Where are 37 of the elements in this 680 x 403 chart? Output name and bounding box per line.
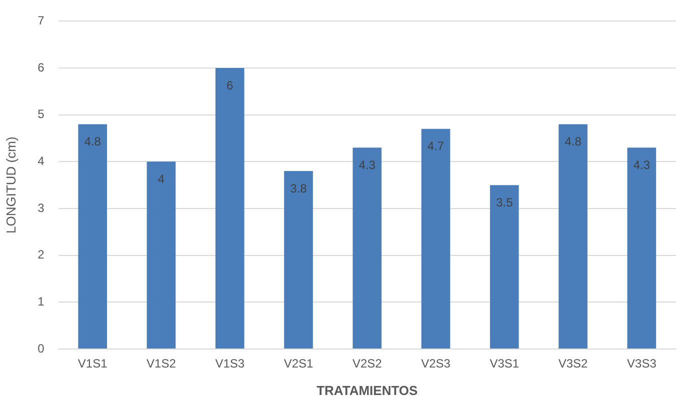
y-tick-label: 1 (38, 294, 45, 308)
x-tick-label: V3S1 (490, 356, 520, 371)
data-label: 4 (158, 172, 165, 186)
y-tick-label: 3 (38, 200, 45, 215)
data-label: 3.5 (496, 195, 514, 210)
bar (352, 148, 382, 348)
y-tick-label: 5 (38, 107, 45, 122)
x-tick-label: V3S3 (627, 356, 657, 371)
x-tick-label: V3S2 (558, 356, 588, 371)
y-axis-title: LONGITUD (cm) (3, 136, 18, 234)
data-label: 4.7 (427, 139, 444, 154)
bar (421, 128, 450, 348)
data-label: 3.8 (290, 181, 308, 196)
x-tick-label: V1S1 (78, 356, 108, 371)
bar (627, 148, 656, 348)
x-tick-label: V2S1 (284, 356, 314, 371)
x-axis-title: TRATAMIENTOS (316, 382, 418, 398)
y-tick-label: 2 (38, 248, 45, 262)
bar (558, 124, 588, 348)
bar (490, 185, 519, 348)
bar (284, 171, 313, 348)
bar (78, 124, 108, 348)
data-label: 4.3 (358, 158, 376, 172)
bar (146, 162, 176, 348)
x-tick-label: V1S3 (215, 356, 245, 371)
x-tick-label: V2S3 (421, 356, 451, 371)
x-tick-label: V2S2 (352, 356, 382, 371)
y-tick-label: 0 (38, 341, 45, 356)
x-tick-label: V1S2 (146, 356, 176, 371)
data-label: 4.8 (564, 134, 582, 149)
y-tick-label: 4 (38, 154, 45, 168)
data-label: 6 (226, 78, 234, 92)
y-tick-label: 7 (38, 14, 45, 28)
data-label: 4.8 (84, 134, 102, 149)
data-label: 4.3 (633, 158, 650, 172)
bar (215, 68, 244, 348)
y-tick-label: 6 (38, 60, 45, 74)
